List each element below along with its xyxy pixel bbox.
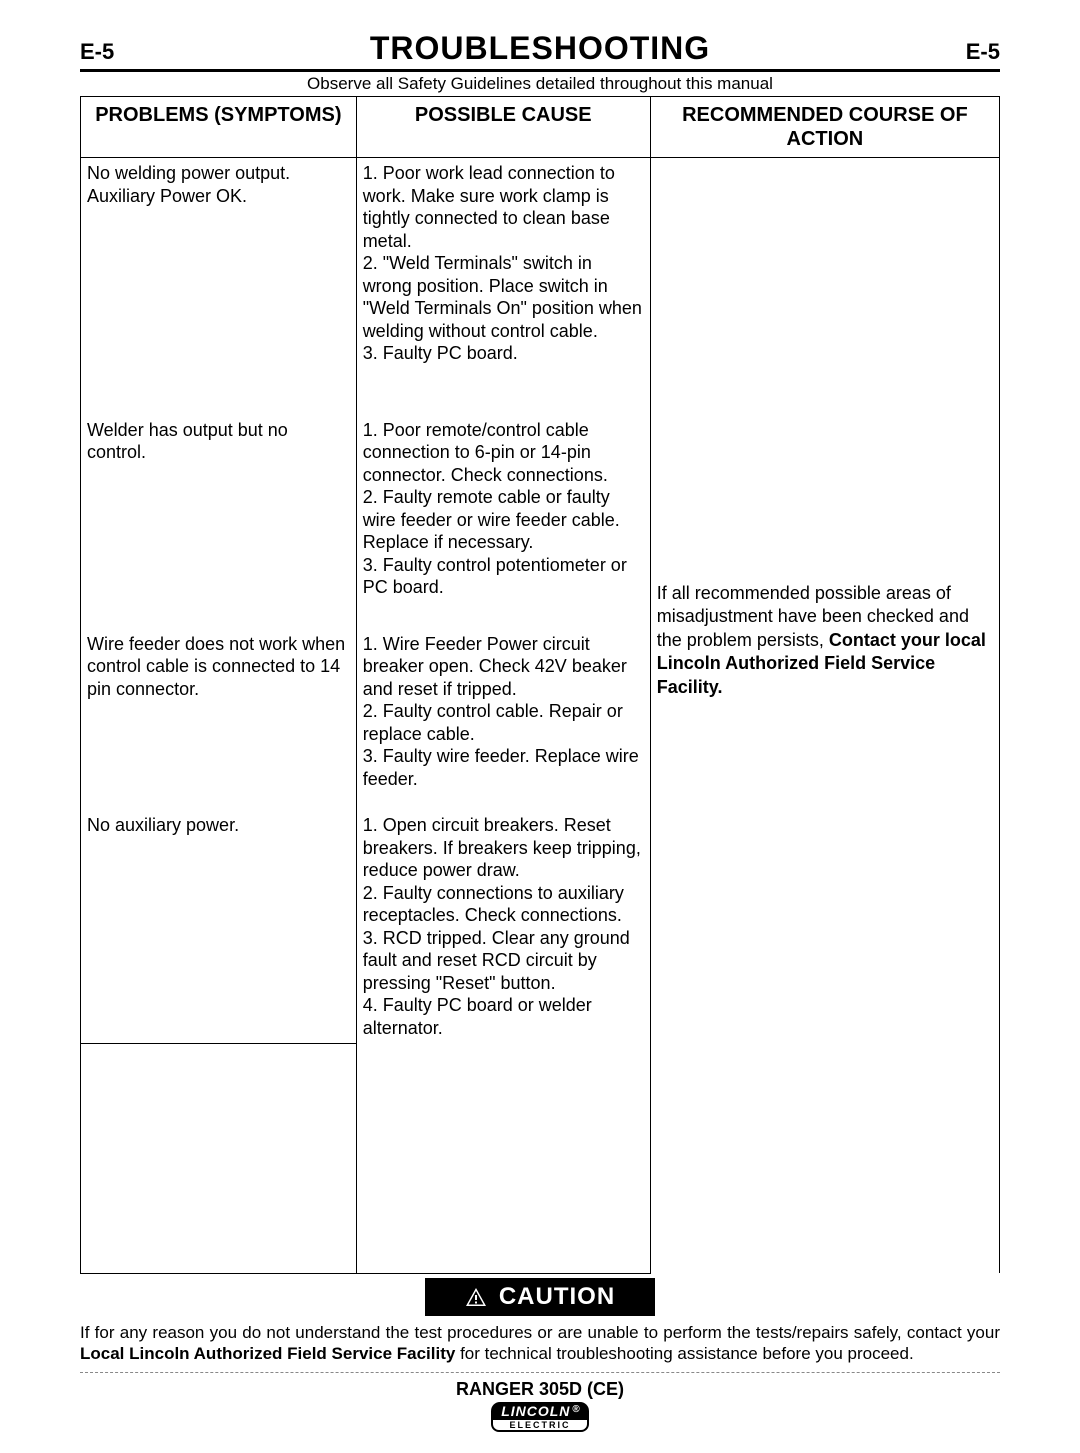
cause-cell: 1. Poor remote/control cable connection … [356,369,650,603]
safety-note: Observe all Safety Guidelines detailed t… [80,74,1000,94]
col-header-action: RECOMMENDED COURSE OF ACTION [650,97,999,158]
logo-top-text: LINCOLN [491,1402,589,1420]
caution-label: CAUTION [499,1283,615,1311]
warning-triangle-icon [465,1287,487,1307]
disclaimer-prefix: If for any reason you do not understand … [80,1323,1000,1342]
page-code-right: E-5 [966,39,1000,65]
recommended-cell: If all recommended possible areas of mis… [650,158,999,1274]
table-header-row: PROBLEMS (SYMPTOMS) POSSIBLE CAUSE RECOM… [81,97,1000,158]
page-code-left: E-5 [80,39,114,65]
disclaimer-bold: Local Lincoln Authorized Field Service F… [80,1344,455,1363]
col-header-cause: POSSIBLE CAUSE [356,97,650,158]
cause-cell: 1. Open circuit breakers. Reset breakers… [356,794,650,1043]
empty-cell [81,1043,357,1273]
disclaimer-suffix: for technical troubleshooting assistance… [455,1344,913,1363]
problem-cell: Wire feeder does not work when control c… [81,603,357,795]
problem-cell: Welder has output but no control. [81,369,357,603]
disclaimer-text: If for any reason you do not understand … [80,1322,1000,1374]
page-footer: RANGER 305D (CE) LINCOLN ELECTRIC [80,1379,1000,1433]
logo-bottom-text: ELECTRIC [491,1420,589,1432]
problem-cell: No auxiliary power. [81,794,357,1043]
caution-banner: CAUTION [80,1278,1000,1316]
page-title: TROUBLESHOOTING [370,30,710,67]
empty-cell [356,1043,650,1273]
cause-cell: 1. Wire Feeder Power circuit breaker ope… [356,603,650,795]
cause-cell: 1. Poor work lead connection to work. Ma… [356,158,650,369]
col-header-problems: PROBLEMS (SYMPTOMS) [81,97,357,158]
troubleshooting-table: PROBLEMS (SYMPTOMS) POSSIBLE CAUSE RECOM… [80,96,1000,1274]
lincoln-logo: LINCOLN ELECTRIC [491,1402,589,1432]
table-row: No welding power output. Auxiliary Power… [81,158,1000,369]
problem-cell: No welding power output. Auxiliary Power… [81,158,357,369]
page-header: E-5 TROUBLESHOOTING E-5 [80,30,1000,72]
